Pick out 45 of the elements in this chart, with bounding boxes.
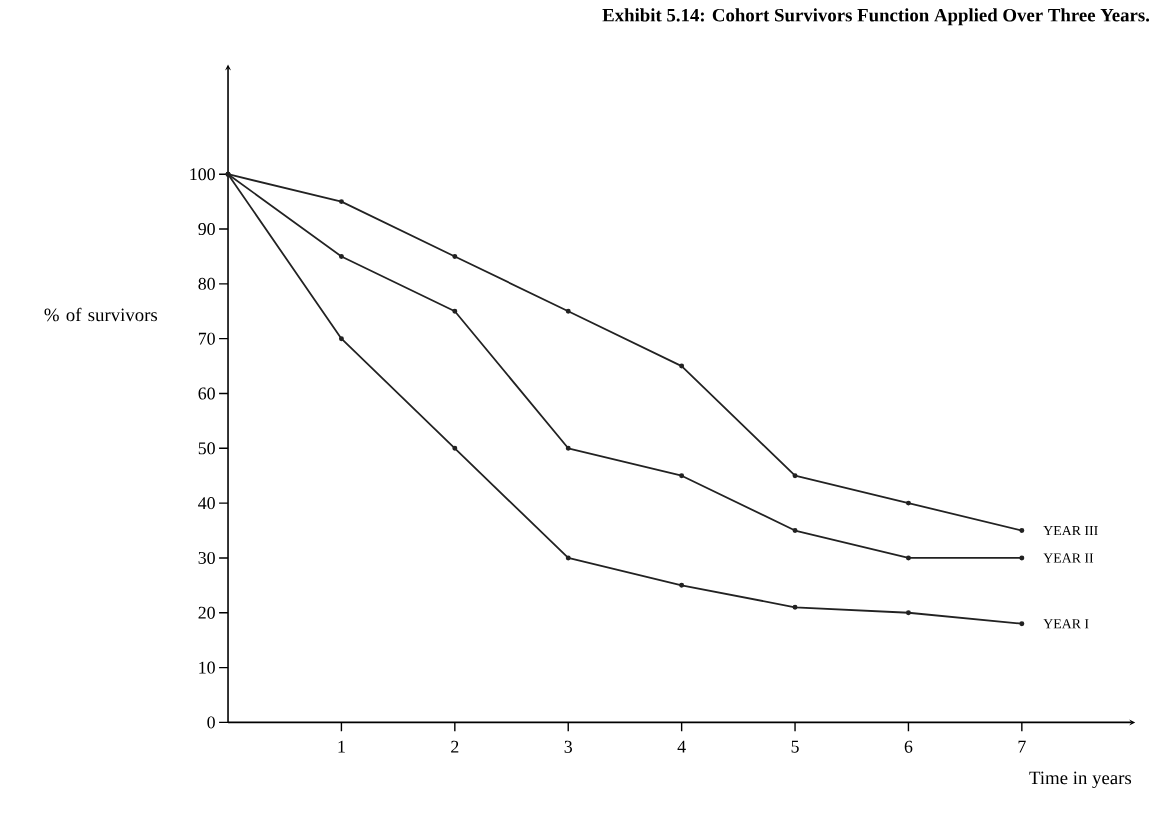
y-tick-label: 90 <box>198 223 215 236</box>
point <box>1019 555 1025 561</box>
point <box>452 308 458 314</box>
y-tick-label: 60 <box>198 387 215 400</box>
point <box>1019 621 1025 627</box>
point <box>792 604 798 610</box>
point <box>792 528 798 534</box>
point <box>452 254 458 260</box>
x-tick-label: 2 <box>451 740 459 753</box>
point <box>905 500 911 506</box>
x-tick-label: 7 <box>1018 740 1026 753</box>
point <box>338 336 344 342</box>
point <box>1019 528 1025 534</box>
point <box>565 555 571 561</box>
y-tick-label: 0 <box>207 716 215 729</box>
series-label: YEAR II <box>1043 553 1094 563</box>
y-tick-label: 20 <box>198 606 215 619</box>
y-tick-label: 30 <box>198 552 215 565</box>
y-tick-label: 100 <box>190 168 215 181</box>
point <box>679 363 685 369</box>
point <box>452 445 458 451</box>
point <box>679 582 685 588</box>
x-tick-label: 6 <box>904 740 913 753</box>
point <box>679 473 685 479</box>
point <box>338 199 344 205</box>
y-axis-title: % of survivors <box>44 307 158 322</box>
y-tick-label: 10 <box>199 661 215 674</box>
y-tick-label: 50 <box>198 442 215 455</box>
chart-title: Exhibit 5.14: Cohort Survivors Function Applied Over Three Years. <box>602 8 1150 26</box>
x-axis-title: Time in years <box>1029 771 1132 789</box>
x-tick-label: 1 <box>338 740 345 753</box>
y-tick-label: 40 <box>198 497 215 510</box>
point <box>905 610 911 616</box>
point <box>792 473 798 479</box>
x-tick-label: 5 <box>791 740 799 753</box>
point <box>565 445 571 451</box>
point <box>338 254 344 260</box>
series-label: YEAR I <box>1043 619 1089 629</box>
y-tick-label: 80 <box>198 277 215 290</box>
point <box>565 308 571 314</box>
x-tick-label: 4 <box>677 740 686 753</box>
x-tick-label: 3 <box>564 740 572 753</box>
series-label: YEAR III <box>1043 526 1098 536</box>
point <box>905 555 911 561</box>
y-tick-label: 70 <box>198 332 215 345</box>
